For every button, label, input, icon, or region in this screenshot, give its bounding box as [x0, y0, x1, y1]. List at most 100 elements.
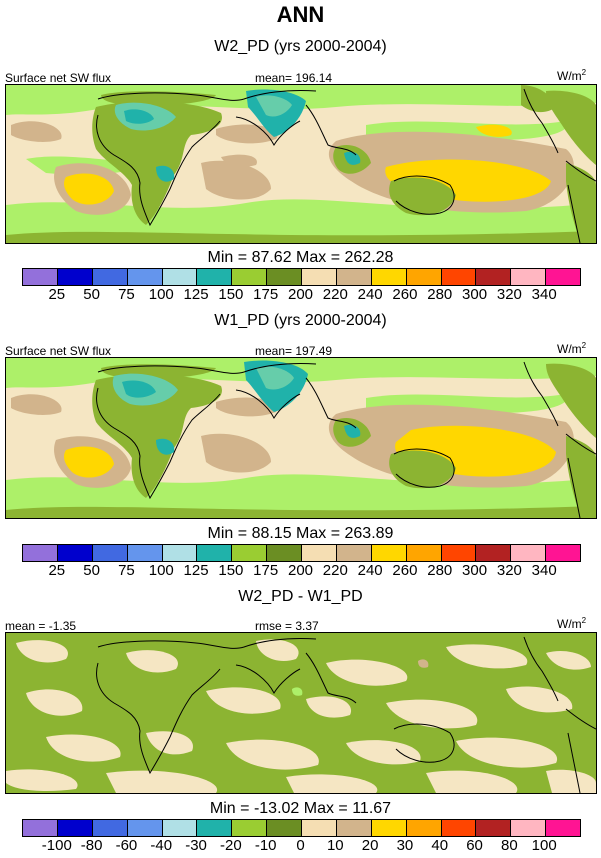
- colorbar-tick-label: 300: [462, 562, 488, 579]
- colorbar-swatch: [546, 545, 580, 561]
- colorbar-tick-label: 320: [496, 562, 522, 579]
- colorbar-tick-label: -100: [41, 837, 72, 854]
- colorbar-swatch: [92, 269, 128, 285]
- colorbar-swatch: [232, 269, 268, 285]
- colorbar-swatch: [197, 820, 233, 836]
- colorbar-swatch: [441, 269, 477, 285]
- colorbar-tick-label: 0: [296, 837, 305, 854]
- colorbar-tick-label: 220: [322, 286, 348, 303]
- panel-2-units: W/m2: [557, 341, 587, 356]
- colorbar-tick-label: 25: [48, 286, 66, 303]
- colorbar-tick-label: -40: [150, 837, 173, 854]
- colorbar-swatch: [162, 820, 198, 836]
- colorbar-tick-label: 125: [183, 562, 209, 579]
- colorbar-swatch: [336, 820, 372, 836]
- colorbar-tick-label: 80: [501, 837, 518, 854]
- colorbar-swatch: [267, 269, 302, 285]
- panel-3-minmax: Min = -13.02 Max = 11.67: [209, 800, 392, 817]
- colorbar-tick-label: 20: [361, 837, 379, 854]
- colorbar-tick-label: 10: [326, 837, 344, 854]
- colorbar-tick-label: -30: [185, 837, 207, 854]
- panel-3-colorbar: [22, 819, 581, 837]
- colorbar-swatch: [371, 269, 407, 285]
- colorbar-swatch: [302, 269, 337, 285]
- colorbar-tick-label: 60: [466, 837, 483, 854]
- colorbar-tick-label: 100: [148, 286, 174, 303]
- panel-1-map: [5, 84, 597, 244]
- panel-3-units: W/m2: [557, 616, 587, 631]
- panel-2-title: W1_PD (yrs 2000-2004): [214, 312, 387, 329]
- colorbar-tick-label: 150: [218, 286, 244, 303]
- colorbar-swatch: [127, 269, 163, 285]
- colorbar-swatch: [441, 545, 477, 561]
- figure-title: ANN: [276, 2, 325, 27]
- colorbar-tick-label: 260: [392, 286, 418, 303]
- colorbar-tick-label: 50: [83, 286, 100, 303]
- colorbar-tick-label: 175: [253, 562, 279, 579]
- colorbar-tick-label: -80: [80, 837, 103, 854]
- colorbar-swatch: [336, 269, 372, 285]
- panel-3-mean-label: mean = -1.35: [5, 619, 77, 633]
- colorbar-tick-label: 220: [322, 562, 348, 579]
- colorbar-swatch: [371, 545, 407, 561]
- colorbar-swatch: [476, 545, 512, 561]
- colorbar-swatch: [162, 269, 198, 285]
- colorbar-tick-label: 75: [118, 286, 135, 303]
- panel-2-mean-label: mean= 197.49: [255, 344, 333, 358]
- colorbar-swatch: [23, 545, 58, 561]
- colorbar-swatch: [57, 545, 93, 561]
- colorbar-swatch: [441, 820, 477, 836]
- colorbar-tick-label: 280: [427, 286, 453, 303]
- panel-1-colorbar: [22, 268, 581, 286]
- colorbar-swatch: [302, 820, 337, 836]
- colorbar-tick-label: 340: [531, 562, 557, 579]
- panel-2-colorbar-ticks: 25 50 75 100 125 150 175 200 220 240 260 280 300 320 3…: [22, 562, 579, 582]
- panel-2-minmax: Min = 88.15 Max = 263.89: [207, 525, 394, 542]
- colorbar-swatch: [127, 545, 163, 561]
- panel-2-map: [5, 357, 597, 519]
- colorbar-swatch: [92, 820, 128, 836]
- colorbar-swatch: [371, 820, 407, 836]
- colorbar-swatch: [406, 269, 442, 285]
- colorbar-tick-label: 240: [357, 562, 383, 579]
- colorbar-tick-label: -20: [220, 837, 242, 854]
- colorbar-swatch: [511, 545, 547, 561]
- panel-3-colorbar-ticks: -100 -80 -60 -40 -30 -20 -10 0 10 20 30 40 60 80 100: [22, 837, 579, 857]
- colorbar-tick-label: -60: [115, 837, 138, 854]
- colorbar-swatch: [511, 820, 547, 836]
- panel-2-colorbar: [22, 544, 581, 562]
- panel-3-title: W2_PD - W1_PD: [238, 588, 363, 605]
- colorbar-swatch: [197, 545, 233, 561]
- colorbar-swatch: [267, 820, 302, 836]
- colorbar-tick-label: 260: [392, 562, 418, 579]
- colorbar-tick-label: 100: [148, 562, 174, 579]
- colorbar-tick-label: 340: [531, 286, 557, 303]
- colorbar-swatch: [23, 269, 58, 285]
- panel-1-units: W/m2: [557, 68, 587, 83]
- colorbar-swatch: [127, 820, 163, 836]
- colorbar-swatch: [232, 820, 268, 836]
- colorbar-swatch: [197, 269, 233, 285]
- panel-3-rmse-label: rmse = 3.37: [255, 619, 319, 633]
- colorbar-swatch: [92, 545, 128, 561]
- panel-1-variable-label: Surface net SW flux: [5, 71, 112, 85]
- panel-1-colorbar-ticks: 25 50 75 100 125 150 175 200 220 240 260 280 300 320 3…: [22, 286, 579, 306]
- panel-1-minmax: Min = 87.62 Max = 262.28: [207, 249, 394, 266]
- colorbar-swatch: [476, 269, 512, 285]
- colorbar-tick-label: 40: [431, 837, 449, 854]
- colorbar-swatch: [511, 269, 547, 285]
- colorbar-tick-label: 320: [496, 286, 522, 303]
- panel-3-map: [5, 632, 597, 794]
- colorbar-swatch: [406, 545, 442, 561]
- colorbar-tick-label: 200: [287, 562, 314, 579]
- colorbar-swatch: [162, 545, 198, 561]
- colorbar-swatch: [476, 820, 512, 836]
- panel-1-mean-label: mean= 196.14: [255, 71, 333, 85]
- colorbar-tick-label: 300: [462, 286, 488, 303]
- colorbar-tick-label: 75: [118, 562, 135, 579]
- panel-1-title: W2_PD (yrs 2000-2004): [214, 38, 387, 55]
- colorbar-swatch: [57, 269, 93, 285]
- colorbar-swatch: [546, 269, 580, 285]
- colorbar-tick-label: 25: [48, 562, 66, 579]
- colorbar-swatch: [336, 545, 372, 561]
